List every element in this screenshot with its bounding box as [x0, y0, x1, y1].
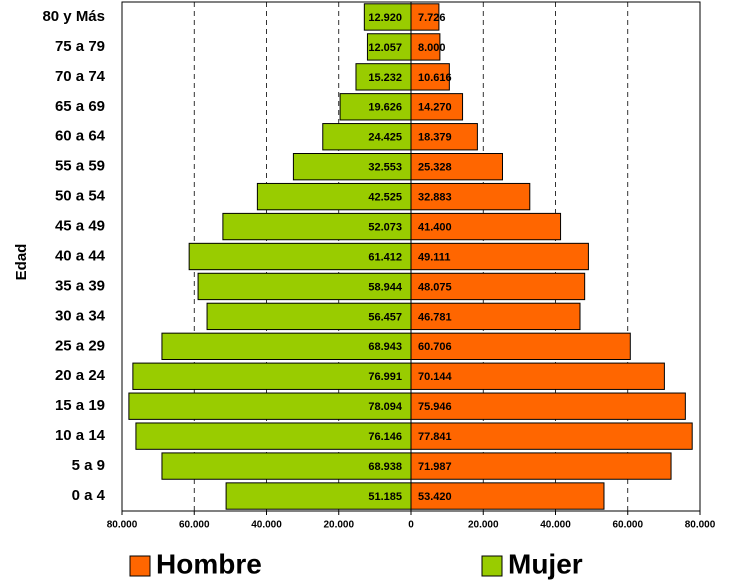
y-tick-label: 60 a 64: [55, 128, 106, 145]
bar: [363, 3, 412, 31]
y-tick-label: 70 a 74: [55, 68, 106, 85]
bar: [132, 362, 412, 390]
bar: [322, 123, 412, 151]
value-label: 24.425: [368, 132, 402, 144]
value-label: 68.938: [368, 461, 402, 473]
bar: [188, 242, 412, 271]
y-tick-label: 0 a 4: [72, 487, 106, 504]
y-tick-label: 75 a 79: [55, 38, 105, 55]
value-label: 52.073: [368, 221, 402, 233]
bar: [135, 422, 412, 450]
bar: [292, 153, 412, 181]
bar: [410, 362, 665, 390]
value-label: 53.420: [418, 491, 452, 503]
value-label: 14.270: [418, 102, 452, 114]
bar: [410, 422, 693, 450]
value-label: 12.920: [368, 12, 402, 24]
y-tick-label: 80 y Más: [42, 8, 105, 25]
value-label: 46.781: [418, 311, 452, 323]
y-tick-label: 45 a 49: [55, 218, 105, 235]
bar: [410, 93, 464, 121]
value-label: 49.111: [418, 251, 450, 263]
value-label: 71.987: [418, 461, 452, 473]
value-label: 68.943: [368, 341, 402, 353]
x-tick-label: 80.000: [107, 520, 138, 531]
value-label: 19.626: [368, 102, 402, 114]
bar: [339, 93, 412, 121]
value-label: 76.146: [368, 431, 402, 443]
bar: [206, 302, 412, 331]
bar: [225, 482, 412, 510]
bar: [410, 3, 440, 31]
x-tick-label: 80.000: [685, 520, 716, 531]
y-tick-label: 20 a 24: [55, 367, 106, 384]
x-tick-label: 20.000: [323, 520, 354, 531]
legend-swatch: [481, 555, 503, 577]
legend-swatch: [129, 555, 151, 577]
y-tick-label: 5 a 9: [72, 457, 105, 474]
y-axis-label: Edad: [13, 244, 30, 281]
legend-label: Hombre: [156, 548, 262, 579]
bar: [366, 33, 412, 61]
bar: [410, 63, 450, 91]
value-label: 51.185: [368, 491, 402, 503]
value-label: 18.379: [418, 132, 452, 144]
value-label: 56.457: [368, 311, 402, 323]
x-tick-label: 60.000: [612, 520, 643, 531]
value-label: 8.000: [418, 42, 446, 54]
y-tick-label: 25 a 29: [55, 337, 105, 354]
value-label: 32.883: [418, 192, 452, 204]
value-label: 25.328: [418, 162, 452, 174]
value-label: 12.057: [368, 42, 402, 54]
value-label: 32.553: [368, 162, 402, 174]
y-tick-label: 10 a 14: [55, 427, 106, 444]
bar: [410, 33, 441, 61]
y-tick-label: 35 a 39: [55, 277, 105, 294]
y-tick-label: 65 a 69: [55, 98, 105, 115]
value-label: 61.412: [368, 251, 402, 263]
x-tick-label: 0: [408, 520, 414, 531]
bar: [410, 332, 631, 360]
value-label: 10.616: [418, 72, 452, 84]
value-label: 15.232: [368, 72, 402, 84]
bar: [222, 212, 412, 241]
y-tick-label: 40 a 44: [55, 247, 106, 264]
value-label: 70.144: [418, 371, 453, 383]
y-tick-label: 50 a 54: [55, 188, 106, 205]
x-tick-label: 40.000: [251, 520, 282, 531]
bar: [128, 392, 412, 420]
bar: [410, 302, 581, 331]
value-label: 41.400: [418, 221, 452, 233]
y-tick-label: 55 a 59: [55, 158, 105, 175]
bar: [355, 63, 412, 91]
value-label: 76.991: [368, 371, 402, 383]
value-label: 58.944: [368, 281, 403, 293]
value-label: 7.726: [418, 12, 446, 24]
x-tick-label: 20.000: [468, 520, 499, 531]
bar: [410, 212, 562, 241]
y-tick-label: 30 a 34: [55, 307, 106, 324]
x-tick-label: 40.000: [540, 520, 571, 531]
legend-label: Mujer: [508, 548, 583, 579]
value-label: 42.525: [368, 192, 402, 204]
bar: [197, 272, 412, 301]
bar: [256, 182, 412, 211]
bar: [410, 123, 478, 151]
value-label: 78.094: [368, 401, 403, 413]
x-tick-label: 60.000: [179, 520, 210, 531]
value-label: 60.706: [418, 341, 452, 353]
value-label: 75.946: [418, 401, 452, 413]
y-tick-label: 15 a 19: [55, 397, 105, 414]
bar: [410, 153, 503, 181]
value-label: 48.075: [418, 281, 452, 293]
bar: [410, 392, 686, 420]
bar: [410, 452, 672, 480]
value-label: 77.841: [418, 431, 452, 443]
